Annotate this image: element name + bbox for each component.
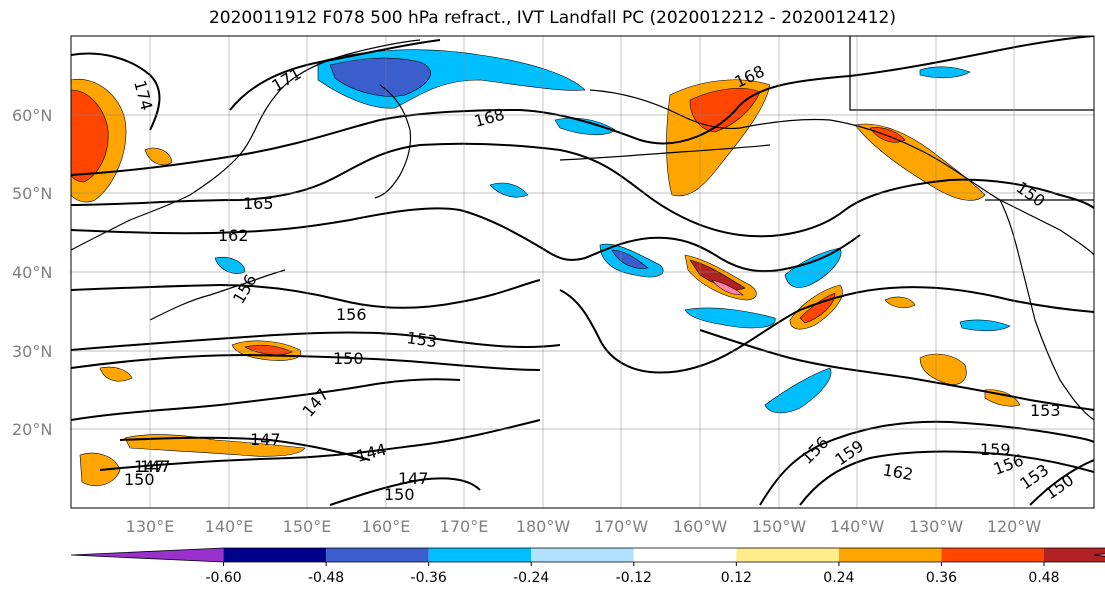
lon-label: 120°W (987, 517, 1042, 536)
positive-anomaly (884, 296, 916, 309)
negative-anomaly (764, 367, 832, 414)
longitude-labels: 130°E 140°E 150°E 160°E 170°E 180°W 170°… (126, 517, 1042, 536)
contour-162 (71, 207, 861, 273)
lon-label: 150°E (283, 517, 332, 536)
negative-anomaly (329, 57, 431, 97)
kamchatka-coast (374, 84, 412, 199)
contour-label: 162 (218, 226, 249, 245)
colorbar-segment (223, 548, 327, 562)
na-west-coast (999, 199, 1094, 421)
positive-anomaly (244, 344, 293, 356)
colorbar-tick-label: -0.12 (616, 570, 652, 586)
colorbar-segment (1044, 548, 1105, 562)
lon-label: 170°W (594, 517, 649, 536)
colorbar-tick-label: 0.48 (1028, 570, 1059, 586)
graticule (71, 36, 1094, 508)
lat-label: 30°N (12, 342, 52, 361)
positive-anomaly (124, 434, 306, 457)
positive-anomaly (711, 279, 744, 296)
colorbar-segment (736, 548, 839, 562)
lat-label: 60°N (12, 106, 52, 125)
positive-anomaly (99, 366, 133, 382)
plot-frame (70, 35, 1095, 509)
contour-label: 147 (140, 457, 171, 476)
shaded-anomalies (71, 49, 1021, 486)
contour-153 (71, 331, 561, 351)
contour-east5 (1029, 459, 1094, 506)
colorbar-tick-label: -0.36 (411, 570, 447, 586)
contour-147a (71, 378, 461, 421)
colorbar-segment (326, 548, 429, 562)
colorbar-segment (633, 548, 737, 562)
colorbar: -0.60 -0.48 -0.36 -0.24 -0.12 0.12 0.24 0.36 0.4… (70, 547, 1105, 586)
contour-label: 147 (250, 430, 281, 449)
positive-anomaly (144, 147, 173, 166)
positive-anomaly (919, 353, 967, 385)
lat-label: 50°N (12, 184, 52, 203)
colorbar-tick-label: 0.24 (823, 570, 854, 586)
contour-168 (71, 36, 1094, 176)
contour-150 (71, 353, 541, 371)
positive-anomaly (854, 123, 986, 201)
lon-label: 140°E (205, 517, 254, 536)
contour-165 (71, 142, 1094, 238)
colorbar-segment (531, 548, 634, 562)
contour-label: 153 (1030, 401, 1061, 420)
lon-label: 130°E (126, 517, 175, 536)
map-title: 2020011912 F078 500 hPa refract., IVT La… (208, 8, 896, 28)
negative-anomaly (784, 247, 842, 288)
positive-anomaly (71, 89, 109, 183)
lon-label: 170°E (440, 517, 489, 536)
alaska-coast (589, 89, 1094, 256)
contour-east2 (699, 329, 1094, 411)
colorbar-extend-min (71, 548, 224, 562)
contour-label: 156 (336, 305, 367, 324)
contour-label: 165 (243, 194, 274, 213)
contour-low (329, 477, 481, 506)
contour-156a (71, 279, 541, 309)
canada-border (849, 36, 1094, 111)
contour-label: 147 (134, 457, 165, 476)
contour-label: 147 (398, 469, 429, 488)
lon-label: 140°W (830, 517, 885, 536)
lon-label: 160°W (673, 517, 728, 536)
colorbar-tick-label: -0.60 (205, 570, 241, 586)
colorbar-segment (941, 548, 1044, 562)
asia-coast (71, 39, 421, 251)
contour-label: 150 (333, 349, 364, 368)
latitude-labels: 60°N 50°N 40°N 30°N 20°N (12, 106, 52, 439)
contour-144 (99, 419, 541, 471)
lon-label: 150°W (752, 517, 807, 536)
aleutian-chain (559, 144, 771, 161)
lon-label: 130°W (909, 517, 964, 536)
contour-label: 153 (405, 328, 438, 351)
colorbar-tick-label: 0.36 (926, 570, 957, 586)
positive-anomaly (689, 259, 746, 290)
lon-label: 160°E (362, 517, 411, 536)
lon-label: 180°W (516, 517, 571, 536)
coastlines (71, 36, 1094, 421)
contour-east3 (759, 420, 1094, 506)
lat-label: 20°N (12, 420, 52, 439)
contour-171 (229, 39, 441, 111)
colorbar-tick-label: -0.24 (513, 570, 549, 586)
japan-coast (149, 269, 286, 321)
contour-label: 150 (384, 485, 415, 504)
colorbar-segment (838, 548, 942, 562)
contour-label: 159 (980, 440, 1011, 459)
colorbar-segment (428, 548, 532, 562)
negative-anomaly (684, 307, 776, 329)
negative-anomaly (959, 319, 1011, 332)
colorbar-tick-label: -0.48 (308, 570, 344, 586)
negative-anomaly (919, 66, 971, 79)
colorbar-tick-label: 0.12 (721, 570, 752, 586)
lat-label: 40°N (12, 263, 52, 282)
contour-label: 150 (124, 470, 155, 489)
contour-147b (119, 436, 371, 461)
